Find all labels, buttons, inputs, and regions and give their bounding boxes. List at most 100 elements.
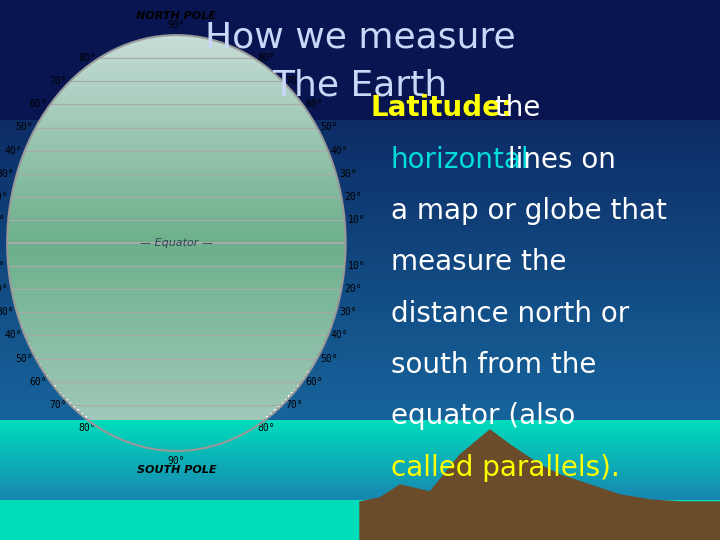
Bar <box>0 183 720 186</box>
Text: 20°: 20° <box>0 284 9 294</box>
Bar <box>0 0 720 120</box>
Bar <box>78 409 274 413</box>
Text: SOUTH POLE: SOUTH POLE <box>137 465 216 475</box>
Bar <box>0 7 720 11</box>
Bar <box>28 139 325 143</box>
Bar <box>0 523 720 526</box>
Bar <box>0 45 720 49</box>
Bar <box>48 104 305 108</box>
Bar <box>0 461 720 464</box>
Bar <box>0 72 720 76</box>
Bar <box>0 487 720 489</box>
Bar <box>0 93 720 97</box>
Bar <box>0 80 720 84</box>
Bar <box>0 441 720 442</box>
Bar <box>0 449 720 451</box>
Bar <box>0 420 720 424</box>
Bar <box>0 347 720 351</box>
Bar <box>17 308 336 312</box>
Bar <box>27 336 326 340</box>
Bar <box>9 215 344 219</box>
Bar <box>0 29 720 32</box>
Bar <box>0 407 720 410</box>
Bar <box>0 312 720 316</box>
Bar <box>0 2 720 5</box>
Text: 10°: 10° <box>0 261 5 271</box>
Bar <box>0 369 720 373</box>
Bar <box>0 442 720 446</box>
Bar <box>83 412 270 416</box>
Bar <box>0 482 720 486</box>
Bar <box>22 326 330 329</box>
Bar <box>0 272 720 275</box>
Bar <box>0 504 720 508</box>
Bar <box>0 39 720 43</box>
Bar <box>55 93 297 97</box>
Bar <box>0 484 720 486</box>
Bar <box>18 166 335 170</box>
Bar <box>45 107 307 111</box>
Bar <box>0 210 720 213</box>
Bar <box>0 158 720 162</box>
Bar <box>0 331 720 335</box>
Bar <box>41 114 312 118</box>
Text: 40°: 40° <box>4 330 22 340</box>
Bar <box>133 38 220 42</box>
Text: How we measure: How we measure <box>204 21 516 55</box>
Bar <box>10 201 343 205</box>
Bar <box>0 435 720 436</box>
Bar <box>0 212 720 216</box>
Bar <box>0 301 720 305</box>
Bar <box>0 166 720 170</box>
Text: 30°: 30° <box>0 168 14 179</box>
Bar <box>0 31 720 35</box>
Bar <box>124 42 229 45</box>
Bar <box>30 343 323 347</box>
Bar <box>9 270 343 274</box>
Bar <box>45 370 307 375</box>
Bar <box>0 490 720 494</box>
Bar <box>9 274 343 278</box>
Text: 90°: 90° <box>168 20 185 30</box>
Bar <box>9 204 343 208</box>
Text: 40°: 40° <box>331 146 348 156</box>
Bar <box>0 129 720 132</box>
Bar <box>0 291 720 294</box>
Bar <box>0 430 720 432</box>
Bar <box>0 53 720 57</box>
Bar <box>0 470 720 472</box>
Bar <box>0 453 720 455</box>
Bar <box>15 177 338 180</box>
Text: 70°: 70° <box>286 76 303 86</box>
Bar <box>0 458 720 461</box>
Bar <box>0 404 720 408</box>
Text: 50°: 50° <box>320 123 338 132</box>
Bar <box>0 258 720 262</box>
Bar <box>37 357 316 361</box>
Text: 70°: 70° <box>50 76 67 86</box>
Bar <box>0 174 720 178</box>
Bar <box>0 234 720 238</box>
Bar <box>0 172 720 176</box>
Bar <box>0 377 720 381</box>
Bar <box>0 508 720 510</box>
Text: 90°: 90° <box>168 456 185 466</box>
Bar <box>0 489 720 490</box>
Bar <box>0 145 720 148</box>
Bar <box>0 453 720 456</box>
Bar <box>0 75 720 78</box>
Bar <box>68 399 285 402</box>
Text: 50°: 50° <box>320 354 338 363</box>
Bar <box>0 361 720 365</box>
Bar <box>0 466 720 468</box>
Bar <box>0 350 720 354</box>
Bar <box>0 161 720 165</box>
Bar <box>0 18 720 22</box>
Bar <box>0 237 720 240</box>
Bar <box>0 439 720 443</box>
Bar <box>0 495 720 496</box>
Bar <box>16 173 337 177</box>
Bar <box>43 367 310 371</box>
Text: 50°: 50° <box>15 354 32 363</box>
Bar <box>0 450 720 454</box>
